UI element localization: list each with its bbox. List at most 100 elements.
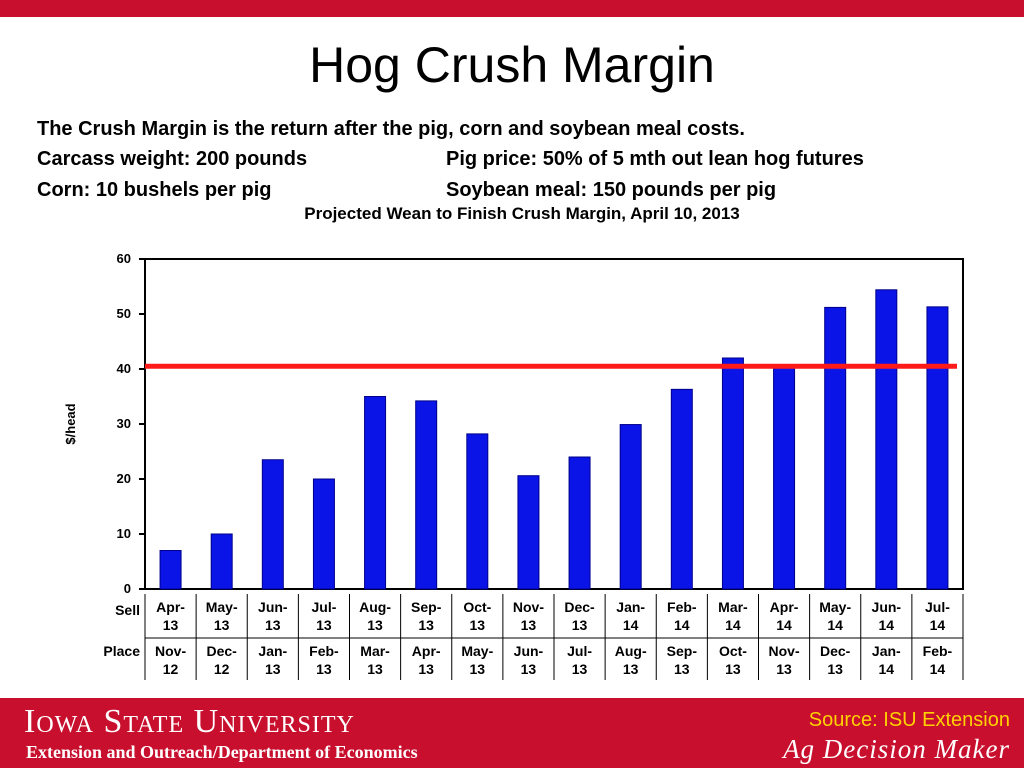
university-wordmark: Iowa State University [24,703,355,740]
place-label-year: 13 [827,661,843,677]
bar-dec-13 [568,456,591,590]
chart-title: Projected Wean to Finish Crush Margin, A… [304,204,740,223]
sell-label-month: Dec- [564,599,595,615]
place-label-year: 13 [521,661,537,677]
bar-nov-13 [517,475,540,590]
place-label-year: 13 [725,661,741,677]
sell-label-month: Feb- [667,599,697,615]
place-label-year: 13 [470,661,486,677]
place-label-year: 13 [316,661,332,677]
program-name: Ag Decision Maker [783,734,1010,764]
place-label-month: Nov- [155,643,186,659]
place-label-year: 13 [776,661,792,677]
place-label-year: 12 [214,661,230,677]
slide-title: Hog Crush Margin [309,37,715,93]
sell-label-year: 13 [367,617,383,633]
sell-label-year: 14 [776,617,792,633]
sell-label-year: 13 [163,617,179,633]
place-label-month: Nov- [769,643,800,659]
sell-label-year: 13 [418,617,434,633]
place-label-year: 14 [930,661,946,677]
place-label-month: Dec- [207,643,238,659]
sell-label-month: Apr- [770,599,799,615]
place-label-month: Feb- [309,643,339,659]
sell-label-year: 13 [521,617,537,633]
sell-label-year: 13 [470,617,486,633]
carcass-weight-text: Carcass weight: 200 pounds [37,148,308,170]
place-label-year: 13 [265,661,281,677]
sell-label-month: Jun- [872,599,902,615]
place-label-year: 13 [623,661,639,677]
place-label-year: 13 [367,661,383,677]
place-label-month: May- [461,643,493,659]
source-note: Source: ISU Extension [808,709,1010,731]
pig-price-text: Pig price: 50% of 5 mth out lean hog fut… [446,148,864,170]
place-label-month: Jul- [567,643,592,659]
sell-label-month: Apr- [156,599,185,615]
bar-oct-13 [466,433,489,590]
y-tick-label: 0 [124,581,131,596]
y-tick-label: 30 [117,416,131,431]
sell-label-year: 14 [623,617,639,633]
y-tick-label: 10 [117,526,131,541]
sell-label-month: May- [819,599,851,615]
sell-label-year: 14 [725,617,741,633]
sell-label-month: Jul- [925,599,950,615]
bar-apr-13 [159,550,182,590]
description-line-1: The Crush Margin is the return after the… [37,118,745,140]
place-label-month: Jan- [258,643,287,659]
place-label-month: Dec- [820,643,851,659]
place-label-month: Oct- [719,643,747,659]
y-tick-label: 40 [117,361,131,376]
y-tick-label: 60 [117,251,131,266]
bar-aug-13 [364,396,387,590]
place-label-year: 13 [572,661,588,677]
bar-feb-14 [670,388,693,590]
place-label-year: 13 [418,661,434,677]
place-label-month: Aug- [615,643,647,659]
place-label-month: Feb- [923,643,953,659]
sell-label-year: 14 [827,617,843,633]
sell-label-month: Jul- [311,599,336,615]
sell-label-month: Jan- [616,599,645,615]
y-axis-label: $/head [63,403,78,444]
sell-label-year: 13 [316,617,332,633]
sell-label-year: 14 [674,617,690,633]
top-accent-bar [0,0,1024,17]
place-row-label: Place [103,643,140,659]
place-label-year: 12 [163,661,179,677]
sell-label-year: 13 [572,617,588,633]
sell-label-month: Mar- [718,599,748,615]
sell-label-month: Oct- [463,599,491,615]
place-label-year: 13 [674,661,690,677]
sell-label-year: 14 [879,617,895,633]
place-label-month: Sep- [667,643,698,659]
sell-label-month: Jun- [258,599,288,615]
place-label-year: 14 [879,661,895,677]
sell-label-year: 13 [265,617,281,633]
bar-mar-14 [721,357,744,590]
sell-label-year: 13 [214,617,230,633]
footer-bar [0,698,1024,768]
bar-may-13 [210,533,233,590]
bar-may-14 [824,306,847,590]
bar-jun-13 [261,459,284,590]
bar-sep-13 [415,400,438,590]
bar-jan-14 [619,424,642,590]
bar-jul-14 [926,306,949,590]
sell-label-month: Aug- [359,599,391,615]
soybean-meal-text: Soybean meal: 150 pounds per pig [446,179,777,201]
y-tick-label: 50 [117,306,131,321]
place-label-month: Mar- [360,643,390,659]
footer-department: Extension and Outreach/Department of Eco… [26,742,418,762]
place-label-month: Jan- [872,643,901,659]
sell-label-month: Sep- [411,599,442,615]
crush-margin-chart: 0 10 20 30 40 50 60 $/head Sell Place Apr- 13 May- 13… [63,251,964,680]
bar-jul-13 [312,478,335,590]
bar-jun-14 [875,289,898,590]
sell-label-month: May- [206,599,238,615]
sell-label-year: 14 [930,617,946,633]
y-tick-label: 20 [117,471,131,486]
place-label-month: Jun- [514,643,544,659]
sell-row-label: Sell [115,602,140,618]
